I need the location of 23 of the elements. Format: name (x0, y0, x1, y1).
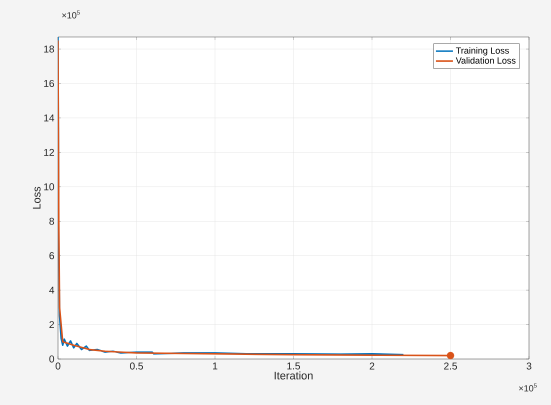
x-tick-label: 2.5 (444, 362, 458, 370)
x-axis-title: Iteration (274, 371, 313, 380)
legend-label: Training Loss (456, 47, 509, 56)
y-axis-title: Loss (32, 186, 41, 209)
y-tick-label: 6 (49, 252, 54, 260)
y-tick-label: 16 (44, 80, 54, 88)
x-tick-label: 0 (56, 362, 60, 370)
x-tick-label: 2 (370, 362, 374, 370)
y-tick-label: 10 (44, 183, 54, 190)
x-tick-label: 3 (526, 362, 532, 370)
y-tick-label: 2 (49, 321, 54, 328)
text: ×10$^{5}$ (62, 10, 80, 18)
y-tick-label: 14 (44, 114, 54, 122)
x-tick-label: 1 (213, 362, 218, 370)
y-tick-label: 4 (49, 286, 54, 294)
y-tick-label: 18 (44, 46, 54, 53)
y-tick-label: 12 (44, 148, 54, 156)
x-tick-label: 0.5 (130, 362, 144, 370)
y-tick-label: 0 (49, 355, 54, 363)
text: ×10$^{5}$ (519, 383, 537, 392)
y-tick-label: 8 (49, 218, 54, 225)
legend-label: Validation Loss (456, 57, 516, 64)
x-tick-label: 1.5 (287, 362, 300, 370)
